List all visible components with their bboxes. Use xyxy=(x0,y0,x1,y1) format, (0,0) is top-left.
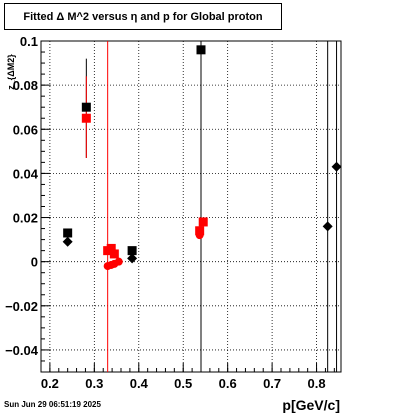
y-tick-label: 0.02 xyxy=(13,211,38,226)
y-tick-label: 0.08 xyxy=(13,78,38,93)
data-point-circle xyxy=(195,231,204,240)
y-tick-label: −0.04 xyxy=(5,343,39,358)
x-axis-title: p[GeV/c] xyxy=(282,397,340,413)
ticks-layer xyxy=(41,40,335,373)
tick-labels-layer: 0.2 0.3 0.4 0.5 0.6 0.7 0.8 −0.04 −0.02 0 0.02 0.04… xyxy=(5,34,326,391)
data-point-square xyxy=(127,246,137,256)
x-tick-label: 0.7 xyxy=(263,376,281,391)
data-point-diamond xyxy=(127,253,138,264)
grid-layer xyxy=(41,40,341,372)
y-tick-label: 0.1 xyxy=(20,34,38,49)
y-tick-label: 0 xyxy=(31,255,38,270)
error-bars-layer xyxy=(85,41,338,372)
data-point-square xyxy=(195,226,205,236)
x-tick-label: 0.2 xyxy=(41,376,59,391)
y-tick-label: −0.02 xyxy=(5,299,38,314)
data-point-diamond xyxy=(62,236,73,247)
y-tick-label: 0.06 xyxy=(13,122,38,137)
data-point-diamond xyxy=(331,161,342,172)
x-tick-label: 0.6 xyxy=(219,376,237,391)
x-tick-label: 0.4 xyxy=(130,376,149,391)
y-axis-title: z_{ΔM2} xyxy=(6,54,16,90)
x-tick-label: 0.3 xyxy=(85,376,103,391)
data-point-diamond xyxy=(322,221,333,232)
data-point-square xyxy=(63,228,73,238)
data-point-square xyxy=(198,217,208,227)
data-point-square xyxy=(109,249,119,259)
x-tick-label: 0.5 xyxy=(174,376,192,391)
points-layer xyxy=(62,45,342,271)
data-point-square xyxy=(81,102,91,112)
data-point-square xyxy=(196,45,206,55)
timestamp-footer: Sun Jun 29 06:51:19 2025 xyxy=(4,400,101,409)
data-point-square xyxy=(81,113,91,123)
x-tick-label: 0.8 xyxy=(308,376,326,391)
data-point-square xyxy=(106,243,116,253)
y-tick-label: 0.04 xyxy=(13,166,39,181)
data-point-circle xyxy=(114,257,123,266)
chart-title: Fitted Δ M^2 versus η and p for Global p… xyxy=(4,3,282,30)
